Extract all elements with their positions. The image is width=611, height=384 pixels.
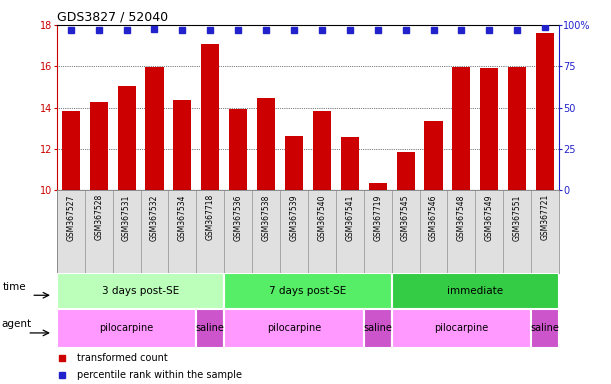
Bar	[57, 309, 196, 348]
Bar	[531, 190, 559, 273]
Bar	[196, 309, 224, 348]
Bar	[536, 33, 554, 190]
Bar	[224, 190, 252, 273]
Text: GSM367538: GSM367538	[262, 194, 271, 241]
Text: GSM367718: GSM367718	[206, 194, 215, 240]
Bar	[364, 309, 392, 348]
Text: agent: agent	[2, 319, 32, 329]
Text: transformed count: transformed count	[77, 353, 167, 363]
Text: GSM367536: GSM367536	[233, 194, 243, 241]
Bar	[447, 190, 475, 273]
Bar	[57, 273, 224, 309]
Bar	[336, 190, 364, 273]
Bar	[62, 111, 80, 190]
Text: time: time	[3, 281, 26, 291]
Bar	[257, 98, 275, 190]
Bar	[480, 68, 499, 190]
Bar	[392, 190, 420, 273]
Text: GSM367721: GSM367721	[541, 194, 550, 240]
Bar	[531, 309, 559, 348]
Bar	[201, 43, 219, 190]
Bar	[392, 309, 531, 348]
Bar	[224, 309, 364, 348]
Bar	[196, 190, 224, 273]
Text: GSM367531: GSM367531	[122, 194, 131, 241]
Bar	[112, 190, 141, 273]
Bar	[174, 100, 191, 190]
Text: saline: saline	[531, 323, 560, 333]
Bar	[475, 190, 503, 273]
Bar	[420, 190, 447, 273]
Bar	[341, 137, 359, 190]
Bar	[117, 86, 136, 190]
Text: GSM367527: GSM367527	[66, 194, 75, 241]
Bar	[452, 67, 470, 190]
Bar	[503, 190, 531, 273]
Text: pilocarpine: pilocarpine	[267, 323, 321, 333]
Bar	[285, 136, 303, 190]
Text: GSM367539: GSM367539	[290, 194, 299, 241]
Text: GSM367546: GSM367546	[429, 194, 438, 241]
Text: GSM367534: GSM367534	[178, 194, 187, 241]
Bar	[364, 190, 392, 273]
Text: GSM367541: GSM367541	[345, 194, 354, 241]
Bar	[397, 152, 415, 190]
Text: immediate: immediate	[447, 286, 503, 296]
Bar	[141, 190, 169, 273]
Bar	[145, 67, 164, 190]
Text: GSM367551: GSM367551	[513, 194, 522, 241]
Text: GSM367719: GSM367719	[373, 194, 382, 241]
Text: GSM367528: GSM367528	[94, 194, 103, 240]
Bar	[308, 190, 336, 273]
Bar	[508, 67, 526, 190]
Text: pilocarpine: pilocarpine	[100, 323, 154, 333]
Text: GSM367532: GSM367532	[150, 194, 159, 241]
Bar	[90, 103, 108, 190]
Text: pilocarpine: pilocarpine	[434, 323, 489, 333]
Bar	[252, 190, 280, 273]
Text: GSM367540: GSM367540	[317, 194, 326, 241]
Text: GDS3827 / 52040: GDS3827 / 52040	[57, 10, 168, 23]
Text: GSM367549: GSM367549	[485, 194, 494, 241]
Text: GSM367545: GSM367545	[401, 194, 410, 241]
Text: percentile rank within the sample: percentile rank within the sample	[77, 370, 242, 380]
Bar	[85, 190, 112, 273]
Text: GSM367548: GSM367548	[457, 194, 466, 241]
Bar	[169, 190, 196, 273]
Bar	[368, 183, 387, 190]
Text: saline: saline	[196, 323, 225, 333]
Bar	[313, 111, 331, 190]
Text: 3 days post-SE: 3 days post-SE	[102, 286, 179, 296]
Bar	[280, 190, 308, 273]
Bar	[229, 109, 247, 190]
Bar	[57, 190, 85, 273]
Bar	[224, 273, 392, 309]
Bar	[392, 273, 559, 309]
Text: 7 days post-SE: 7 days post-SE	[269, 286, 346, 296]
Bar	[425, 121, 442, 190]
Text: saline: saline	[364, 323, 392, 333]
